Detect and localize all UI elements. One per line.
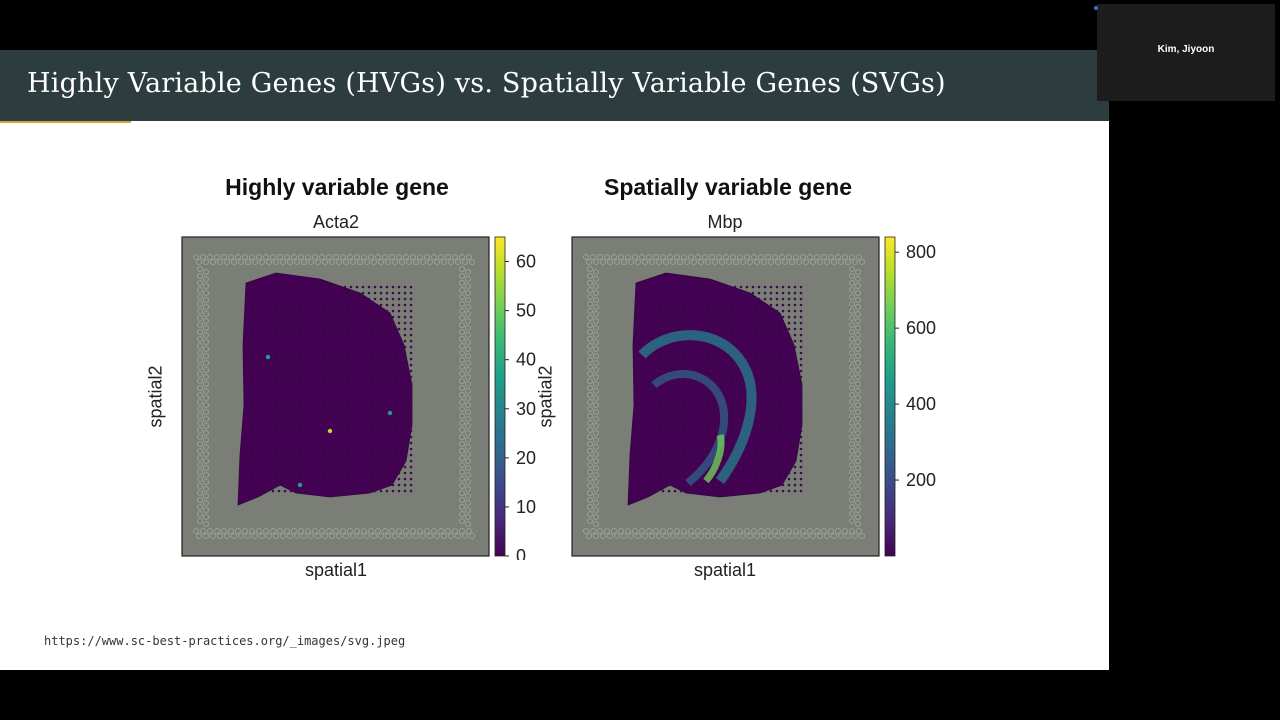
colorbar-tick-label: 10 (516, 497, 536, 517)
fiducial-frame (583, 254, 865, 539)
colorbar-tick-label: 50 (516, 301, 536, 321)
colorbar-tick-label: 60 (516, 252, 536, 272)
colorbar-tick-label: 20 (516, 448, 536, 468)
slide: Highly Variable Genes (HVGs) vs. Spatial… (0, 50, 1109, 670)
x-axis-label-1: spatial1 (304, 560, 368, 580)
panel-gene-acta2: Acta2 (312, 212, 360, 232)
bright-spot (387, 410, 393, 416)
colorbar-tick-label: 600 (906, 318, 936, 338)
y-axis-label-2: spatial2 (535, 365, 556, 428)
slide-title: Highly Variable Genes (HVGs) vs. Spatial… (27, 68, 946, 99)
source-url[interactable]: https://www.sc-best-practices.org/_image… (44, 634, 406, 648)
expression-arc-inner (651, 370, 729, 487)
title-accent-line (0, 121, 131, 123)
y-axis-label-1: spatial2 (145, 365, 166, 428)
colorbar-tick-label: 40 (516, 350, 536, 370)
participant-name: Kim, Jiyoon (1157, 44, 1215, 55)
status-dot (1094, 6, 1098, 10)
colorbar-tick-label: 30 (516, 399, 536, 419)
slide-header: Highly Variable Genes (HVGs) vs. Spatial… (0, 50, 1109, 121)
bright-spot (265, 354, 271, 360)
tissue-section (237, 272, 413, 506)
colorbar (884, 236, 896, 557)
spot-grid (247, 285, 413, 493)
colorbar-tick-label: 800 (906, 242, 936, 262)
colorbar (494, 236, 506, 557)
panel-heading-svg: Spatially variable gene (603, 174, 852, 200)
spatial-plot-acta2: 0 10 20 30 40 50 60 (181, 236, 536, 560)
video-participant-tile[interactable]: Kim, Jiyoon (1094, 4, 1275, 101)
panel-heading-hvg: Highly variable gene (225, 174, 449, 200)
expression-hotspot (703, 434, 725, 484)
bright-spot (297, 482, 303, 488)
bright-spot (327, 428, 333, 434)
colorbar-tick-label: 400 (906, 394, 936, 414)
colorbar-tick-label: 200 (906, 470, 936, 490)
spatial-plot-mbp: 200 400 600 800 (571, 236, 936, 557)
colorbar-tick-label: 0 (516, 546, 526, 560)
fiducial-frame (193, 254, 475, 539)
x-axis-label-2: spatial1 (693, 560, 757, 580)
panel-gene-mbp: Mbp (707, 212, 743, 232)
expression-arc-outer (638, 330, 757, 484)
